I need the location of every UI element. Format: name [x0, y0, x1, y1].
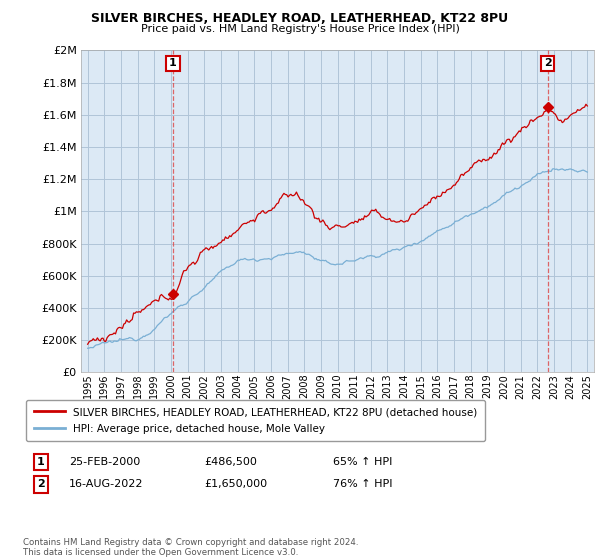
Text: £1,650,000: £1,650,000	[204, 479, 267, 489]
Text: 1: 1	[169, 58, 177, 68]
Text: 2: 2	[544, 58, 551, 68]
Text: £486,500: £486,500	[204, 457, 257, 467]
Text: 76% ↑ HPI: 76% ↑ HPI	[333, 479, 392, 489]
Text: 16-AUG-2022: 16-AUG-2022	[69, 479, 143, 489]
Text: Price paid vs. HM Land Registry's House Price Index (HPI): Price paid vs. HM Land Registry's House …	[140, 24, 460, 34]
Text: SILVER BIRCHES, HEADLEY ROAD, LEATHERHEAD, KT22 8PU: SILVER BIRCHES, HEADLEY ROAD, LEATHERHEA…	[91, 12, 509, 25]
Text: 25-FEB-2000: 25-FEB-2000	[69, 457, 140, 467]
Text: 2: 2	[37, 479, 44, 489]
Text: 1: 1	[37, 457, 44, 467]
Legend: SILVER BIRCHES, HEADLEY ROAD, LEATHERHEAD, KT22 8PU (detached house), HPI: Avera: SILVER BIRCHES, HEADLEY ROAD, LEATHERHEA…	[26, 400, 485, 441]
Text: Contains HM Land Registry data © Crown copyright and database right 2024.
This d: Contains HM Land Registry data © Crown c…	[23, 538, 358, 557]
Text: 65% ↑ HPI: 65% ↑ HPI	[333, 457, 392, 467]
